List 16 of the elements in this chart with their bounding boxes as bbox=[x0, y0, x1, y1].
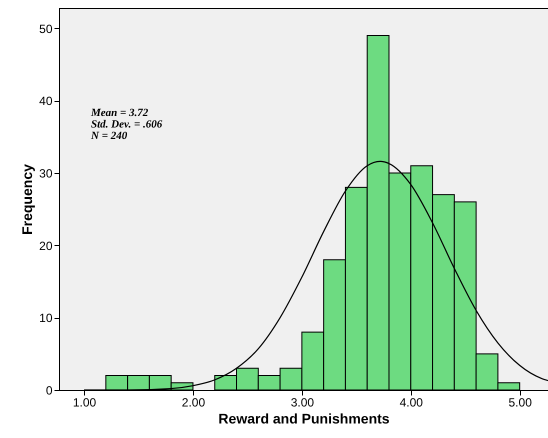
y-tick-label: 40 bbox=[39, 94, 53, 108]
y-tick-label: 10 bbox=[39, 311, 53, 326]
x-tick-label: 5.00 bbox=[508, 396, 532, 410]
annotation: Mean = 3.72 bbox=[90, 107, 149, 119]
y-tick-label: 50 bbox=[39, 22, 53, 36]
x-tick-label: 1.00 bbox=[72, 396, 97, 410]
x-tick-label: 3.00 bbox=[290, 396, 314, 410]
x-axis-title: Reward and Punishments bbox=[218, 410, 390, 426]
y-tick-label: 0 bbox=[46, 384, 53, 398]
y-axis-title: Frequency bbox=[19, 164, 36, 235]
x-tick-label: 2.00 bbox=[182, 396, 206, 410]
x-tick-label: 4.00 bbox=[400, 396, 424, 410]
annotation: Std. Dev. = .606 bbox=[91, 118, 163, 130]
y-tick-label: 20 bbox=[39, 238, 53, 253]
y-tick-label: 30 bbox=[39, 166, 53, 180]
annotation: N = 240 bbox=[90, 130, 128, 142]
